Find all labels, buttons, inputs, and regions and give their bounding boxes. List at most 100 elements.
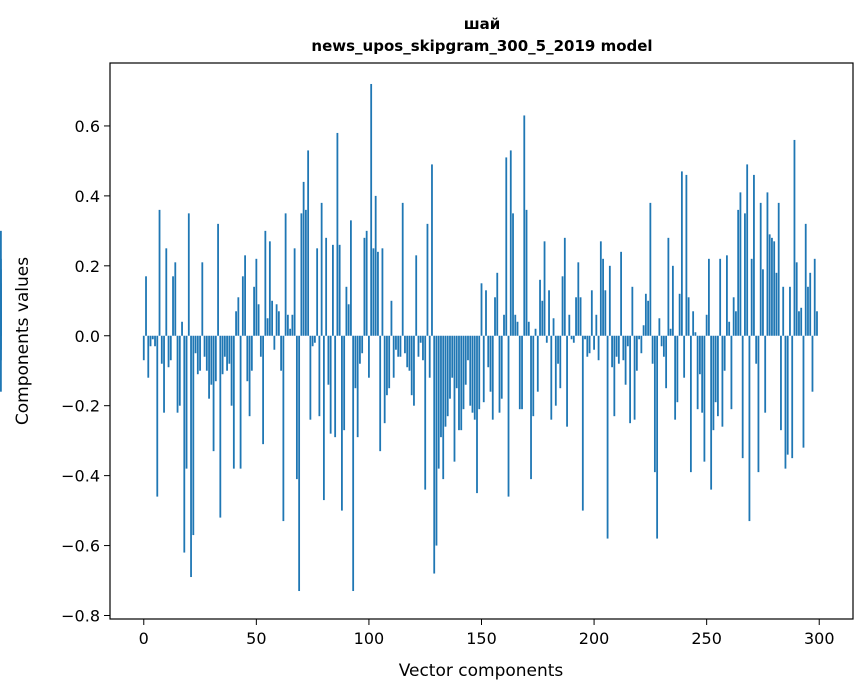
- bar-145: [469, 335, 472, 406]
- bar-141: [460, 335, 463, 431]
- bar-171: [527, 321, 530, 336]
- bar-107: [383, 335, 386, 424]
- bar-168: [521, 335, 523, 410]
- bar-238: [678, 293, 681, 336]
- bar-285: [784, 335, 787, 469]
- bar-245: [694, 332, 697, 336]
- bar-256: [719, 258, 722, 336]
- bar-135: [446, 335, 449, 417]
- bar-198: [588, 335, 591, 354]
- bar-20: [187, 213, 190, 336]
- bar-143: [464, 335, 467, 385]
- bar-264: [737, 209, 740, 336]
- bar-180: [548, 290, 550, 336]
- bar-128: [431, 164, 433, 336]
- bar-183: [554, 335, 557, 406]
- bar-259: [726, 255, 728, 336]
- bar-202: [597, 335, 600, 361]
- bar-103: [374, 195, 377, 336]
- bar-140: [458, 335, 460, 431]
- bar-78: [318, 335, 321, 417]
- bar-133: [442, 335, 445, 480]
- bar-87: [338, 244, 341, 336]
- bar-226: [651, 335, 654, 364]
- bar-229: [658, 318, 661, 336]
- bar-109: [388, 335, 391, 389]
- bar-62: [282, 335, 285, 522]
- bar-undefined: [0, 300, 2, 336]
- bar-91: [347, 304, 350, 336]
- bar-253: [712, 335, 715, 431]
- bar-101: [370, 83, 373, 336]
- bar-185: [559, 335, 562, 389]
- bar-287: [789, 286, 791, 336]
- bar-220: [638, 335, 641, 340]
- bar-57: [271, 300, 274, 336]
- bar-110: [390, 300, 393, 336]
- bar-131: [437, 335, 440, 469]
- bar-275: [762, 269, 764, 336]
- bar-102: [372, 248, 375, 336]
- bar-121: [415, 255, 418, 336]
- bar-12: [169, 335, 172, 361]
- bar-190: [570, 335, 573, 340]
- y-tick-label: −0.4: [61, 467, 100, 486]
- bar-5: [154, 335, 156, 347]
- bar-46: [246, 335, 249, 382]
- bar-155: [491, 335, 494, 420]
- bar-41: [235, 311, 237, 336]
- bar-166: [516, 321, 519, 336]
- bar-201: [595, 314, 598, 336]
- bar-76: [313, 335, 316, 343]
- bar-197: [586, 335, 589, 357]
- bar-75: [311, 335, 314, 347]
- bar-127: [428, 335, 431, 378]
- bar-223: [644, 293, 647, 336]
- bar-89: [343, 335, 346, 431]
- bars-group: [0, 83, 818, 592]
- bar-116: [404, 335, 406, 354]
- bar-212: [620, 251, 622, 336]
- bar-29: [208, 335, 210, 399]
- bar-84: [332, 244, 334, 336]
- bar-195: [581, 335, 584, 511]
- y-tick-label: 0.4: [75, 187, 100, 206]
- bar-248: [701, 335, 704, 413]
- bar-98: [363, 237, 366, 336]
- bar-266: [741, 335, 744, 459]
- x-tick-label: 300: [804, 629, 835, 648]
- bar-209: [613, 335, 616, 417]
- bar-222: [642, 325, 645, 336]
- bar-298: [813, 258, 816, 336]
- bar-286: [786, 335, 789, 455]
- bar-25: [199, 335, 201, 371]
- bar-207: [608, 265, 611, 336]
- bar-233: [667, 237, 670, 336]
- bar-156: [494, 297, 496, 336]
- bar-54: [264, 230, 267, 336]
- bar-51: [257, 304, 260, 336]
- bar-164: [512, 213, 514, 336]
- bar-73: [307, 150, 310, 336]
- bar-169: [523, 115, 526, 336]
- bar-55: [266, 318, 269, 336]
- bar-281: [775, 272, 778, 336]
- bar-149: [478, 335, 481, 410]
- bar-265: [739, 192, 742, 336]
- bar-154: [489, 335, 492, 392]
- bar-43: [239, 335, 242, 469]
- bar-293: [802, 335, 805, 448]
- bar-139: [455, 335, 458, 389]
- bar-274: [759, 202, 762, 336]
- bar-2: [147, 335, 150, 378]
- bar-105: [379, 335, 382, 452]
- bar-60: [277, 311, 280, 336]
- y-axis-ticks: −0.8 −0.6 −0.4 −0.2 0.0 0.2 0.4 0.6: [61, 117, 110, 626]
- bar-96: [359, 335, 361, 364]
- bar-250: [705, 314, 708, 336]
- bar-138: [453, 335, 456, 462]
- bar-63: [284, 213, 287, 336]
- bar-221: [640, 335, 643, 354]
- bar-205: [604, 290, 607, 336]
- y-tick-label: 0.0: [75, 327, 100, 346]
